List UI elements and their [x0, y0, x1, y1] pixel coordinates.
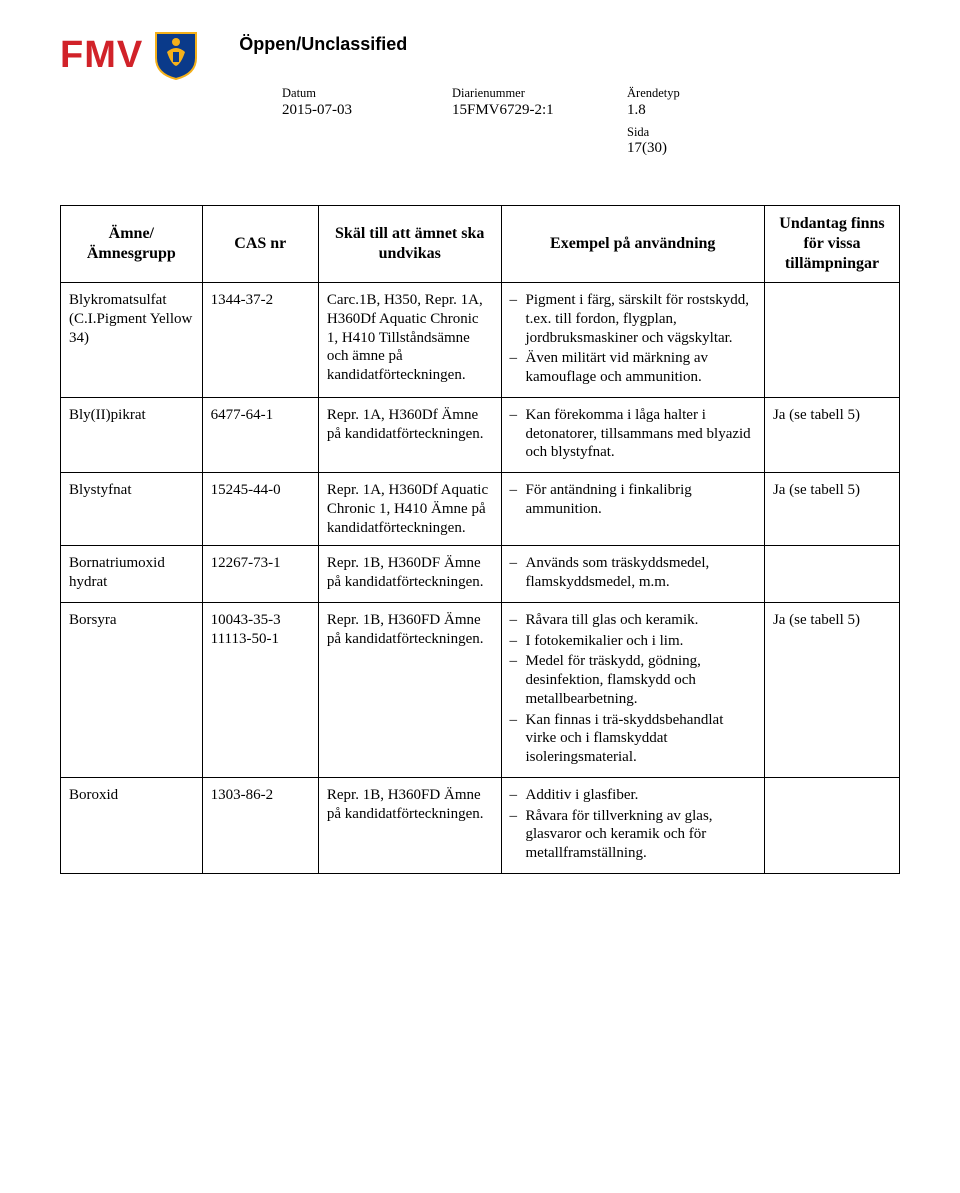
- cell-cas: 6477-64-1: [202, 397, 318, 472]
- crest-icon: [153, 30, 199, 80]
- th-cas: CAS nr: [202, 206, 318, 283]
- exempel-item: För antändning i finkalibrig ammunition.: [510, 481, 756, 519]
- table-row: Bornatriumoxid hydrat12267-73-1Repr. 1B,…: [61, 546, 900, 603]
- table-row: Borsyra10043-35-3 11113-50-1Repr. 1B, H3…: [61, 602, 900, 777]
- meta-datum-label: Datum: [282, 86, 452, 102]
- meta-diarie-value: 15FMV6729-2:1: [452, 102, 627, 121]
- document-meta: Datum Diarienummer Ärendetyp 2015-07-03 …: [282, 86, 900, 157]
- cell-exempel: Kan förekomma i låga halter i detonatore…: [501, 397, 764, 472]
- cell-skal: Repr. 1B, H360DF Ämne på kandidatförteck…: [318, 546, 501, 603]
- table-row: Blystyfnat15245-44-0Repr. 1A, H360Df Aqu…: [61, 473, 900, 546]
- meta-sida-value: 17(30): [627, 140, 737, 157]
- th-skal: Skäl till att ämnet ska undvikas: [318, 206, 501, 283]
- meta-arende-value: 1.8: [627, 102, 737, 121]
- cell-undan: [764, 546, 899, 603]
- meta-sida-label: Sida: [627, 121, 737, 140]
- exempel-item: Råvara till glas och keramik.: [510, 611, 756, 630]
- exempel-item: I fotokemikalier och i lim.: [510, 632, 756, 651]
- cell-exempel: Råvara till glas och keramik. I fotokemik…: [501, 602, 764, 777]
- table-header-row: Ämne/ Ämnesgrupp CAS nr Skäl till att äm…: [61, 206, 900, 283]
- cell-skal: Repr. 1A, H360Df Aquatic Chronic 1, H410…: [318, 473, 501, 546]
- cell-exempel: För antändning i finkalibrig ammunition.: [501, 473, 764, 546]
- exempel-item: Kan förekomma i låga halter i detonatore…: [510, 406, 756, 462]
- page-header: FMV Öppen/Unclassified: [60, 30, 900, 80]
- cell-skal: Repr. 1B, H360FD Ämne på kandidatförteck…: [318, 602, 501, 777]
- cell-cas: 1303-86-2: [202, 777, 318, 873]
- table-row: Bly(II)pikrat6477-64-1Repr. 1A, H360Df Ä…: [61, 397, 900, 472]
- cell-skal: Repr. 1B, H360FD Ämne på kandidatförteck…: [318, 777, 501, 873]
- th-exempel: Exempel på användning: [501, 206, 764, 283]
- exempel-item: Additiv i glasfiber.: [510, 786, 756, 805]
- th-undan: Undantag finns för vissa tillämpningar: [764, 206, 899, 283]
- meta-datum-value: 2015-07-03: [282, 102, 452, 121]
- exempel-item: Medel för träskydd, gödning, desinfektio…: [510, 652, 756, 708]
- cell-cas: 10043-35-3 11113-50-1: [202, 602, 318, 777]
- cell-undan: Ja (se tabell 5): [764, 473, 899, 546]
- cell-cas: 1344-37-2: [202, 283, 318, 398]
- table-row: Blykromatsulfat (C.I.Pigment Yellow 34)1…: [61, 283, 900, 398]
- cell-undan: Ja (se tabell 5): [764, 602, 899, 777]
- table-row: Boroxid1303-86-2Repr. 1B, H360FD Ämne på…: [61, 777, 900, 873]
- cell-exempel: Används som träskyddsmedel, flamskyddsme…: [501, 546, 764, 603]
- cell-undan: [764, 777, 899, 873]
- cell-amne: Bly(II)pikrat: [61, 397, 203, 472]
- meta-diarie-label: Diarienummer: [452, 86, 627, 102]
- cell-amne: Blystyfnat: [61, 473, 203, 546]
- cell-undan: Ja (se tabell 5): [764, 397, 899, 472]
- exempel-item: Kan finnas i trä-skyddsbehandlat virke o…: [510, 711, 756, 767]
- logo-block: FMV: [60, 30, 199, 80]
- cell-exempel: Additiv i glasfiber. Råvara för tillverkn…: [501, 777, 764, 873]
- exempel-item: Även militärt vid märkning av kamouflage…: [510, 349, 756, 387]
- cell-skal: Repr. 1A, H360Df Ämne på kandidatförteck…: [318, 397, 501, 472]
- classification-label: Öppen/Unclassified: [239, 34, 407, 55]
- cell-undan: [764, 283, 899, 398]
- cell-cas: 15245-44-0: [202, 473, 318, 546]
- cell-cas: 12267-73-1: [202, 546, 318, 603]
- cell-exempel: Pigment i färg, särskilt för rostskydd, …: [501, 283, 764, 398]
- cell-amne: Bornatriumoxid hydrat: [61, 546, 203, 603]
- th-amne: Ämne/ Ämnesgrupp: [61, 206, 203, 283]
- exempel-item: Pigment i färg, särskilt för rostskydd, …: [510, 291, 756, 347]
- cell-amne: Borsyra: [61, 602, 203, 777]
- meta-arende-label: Ärendetyp: [627, 86, 737, 102]
- cell-skal: Carc.1B, H350, Repr. 1A, H360Df Aquatic …: [318, 283, 501, 398]
- fmv-logo-text: FMV: [60, 34, 143, 77]
- exempel-item: Råvara för tillverkning av glas, glasvar…: [510, 807, 756, 863]
- cell-amne: Blykromatsulfat (C.I.Pigment Yellow 34): [61, 283, 203, 398]
- cell-amne: Boroxid: [61, 777, 203, 873]
- substances-table: Ämne/ Ämnesgrupp CAS nr Skäl till att äm…: [60, 205, 900, 874]
- exempel-item: Används som träskyddsmedel, flamskyddsme…: [510, 554, 756, 592]
